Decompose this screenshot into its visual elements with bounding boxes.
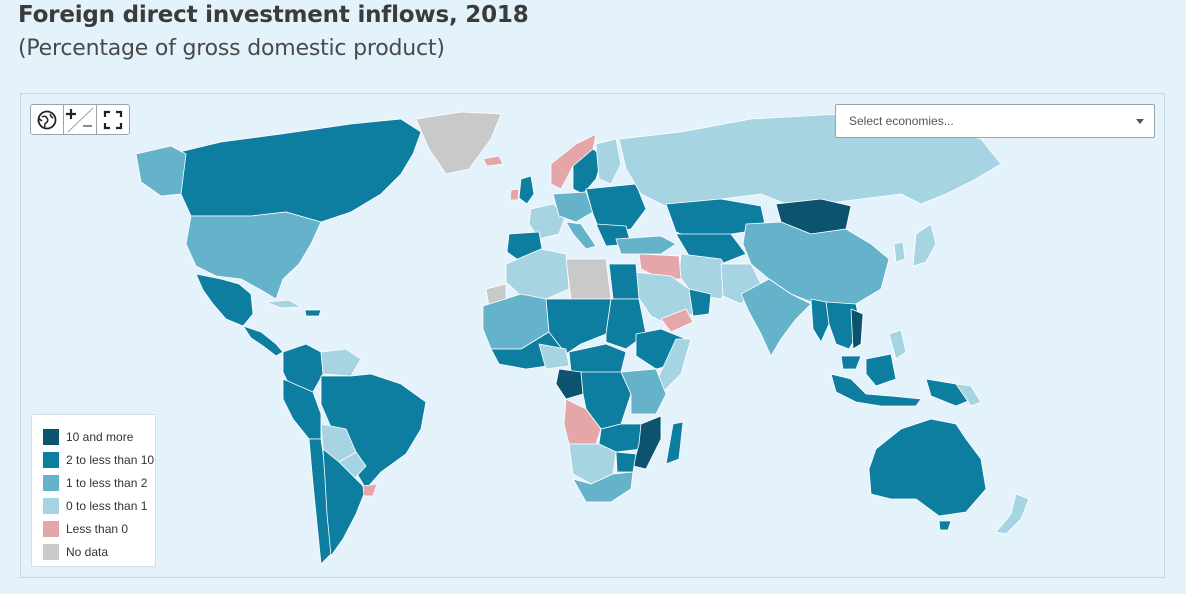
country-zimbabwe [615, 451, 637, 473]
country-oman-uae [688, 288, 712, 317]
country-sweden [572, 148, 604, 195]
map-toolbar [30, 104, 130, 135]
country-iceland [482, 155, 504, 167]
country-gabon-congo [555, 368, 584, 400]
country-malaysia [840, 355, 862, 370]
country-australia [868, 418, 987, 517]
country-united-kingdom [518, 175, 535, 205]
country-cuba [265, 299, 302, 309]
country-colombia [282, 343, 324, 393]
country-morocco-algeria [505, 248, 570, 300]
legend-swatch [43, 497, 59, 514]
country-tasmania [938, 520, 952, 531]
country-mexico [195, 273, 254, 327]
legend-item: No data [43, 540, 155, 563]
country-madagascar [665, 421, 684, 465]
country-germany-central [552, 191, 594, 223]
country-mozambique [632, 415, 662, 470]
country-south-africa [572, 471, 634, 503]
legend-item: Less than 0 [43, 517, 155, 540]
map-legend: 10 and more 2 to less than 10 1 to less … [31, 414, 156, 567]
country-hispaniola [304, 309, 322, 317]
country-ireland [509, 188, 520, 201]
country-venezuela [320, 348, 362, 377]
legend-item: 2 to less than 10 [43, 448, 155, 471]
legend-item: 10 and more [43, 425, 155, 448]
legend-label: 2 to less than 10 [66, 452, 155, 467]
country-myanmar [810, 298, 830, 343]
country-finland [595, 138, 622, 185]
country-nigeria [538, 343, 570, 370]
country-png [955, 383, 982, 407]
country-india [740, 278, 812, 357]
country-libya [565, 258, 612, 300]
fullscreen-button[interactable] [97, 105, 129, 134]
legend-swatch [43, 451, 59, 468]
map-container[interactable]: Select economies... 10 and more 2 to les… [20, 93, 1165, 578]
economy-selector-placeholder: Select economies... [849, 114, 954, 128]
page-subtitle: (Percentage of gross domestic product) [18, 36, 445, 61]
legend-label: 1 to less than 2 [66, 475, 148, 490]
country-canada [170, 118, 422, 223]
zoom-in-out-icon [66, 107, 94, 132]
economy-selector[interactable]: Select economies... [835, 104, 1155, 138]
country-borneo [865, 353, 897, 387]
country-greenland [415, 111, 502, 175]
zoom-toggle-button[interactable] [64, 105, 97, 134]
legend-swatch [43, 520, 59, 537]
country-yemen [660, 308, 694, 333]
country-china [742, 221, 890, 307]
country-east-africa [620, 368, 667, 415]
legend-swatch [43, 428, 59, 445]
country-japan [912, 223, 937, 267]
country-somalia [658, 338, 692, 393]
world-map[interactable] [21, 94, 1165, 578]
legend-swatch [43, 474, 59, 491]
legend-label: 0 to less than 1 [66, 498, 148, 513]
country-argentina [322, 448, 367, 557]
page-title: Foreign direct investment inflows, 2018 [18, 2, 529, 28]
legend-label: Less than 0 [66, 521, 129, 536]
country-korea [893, 241, 906, 263]
legend-label: No data [66, 544, 109, 559]
country-central-america [242, 325, 284, 357]
legend-item: 0 to less than 1 [43, 494, 155, 517]
country-new-zealand [995, 493, 1030, 535]
country-vietnam [850, 308, 864, 350]
country-italy [565, 221, 597, 250]
legend-label: 10 and more [66, 429, 134, 444]
country-niger-chad [545, 298, 612, 355]
country-turkey [615, 235, 677, 255]
chevron-down-icon[interactable] [1136, 119, 1144, 124]
country-philippines [888, 329, 907, 360]
legend-swatch [43, 543, 59, 560]
country-egypt [608, 263, 640, 300]
fullscreen-icon [103, 110, 123, 129]
country-usa [185, 211, 322, 300]
country-usa-alaska [135, 145, 187, 197]
country-new-guinea [925, 378, 974, 407]
country-france [528, 203, 567, 240]
legend-item: 1 to less than 2 [43, 471, 155, 494]
reset-view-button[interactable] [31, 105, 64, 134]
country-indonesia [830, 373, 922, 407]
globe-reset-icon [37, 110, 57, 129]
country-uruguay [362, 483, 378, 497]
